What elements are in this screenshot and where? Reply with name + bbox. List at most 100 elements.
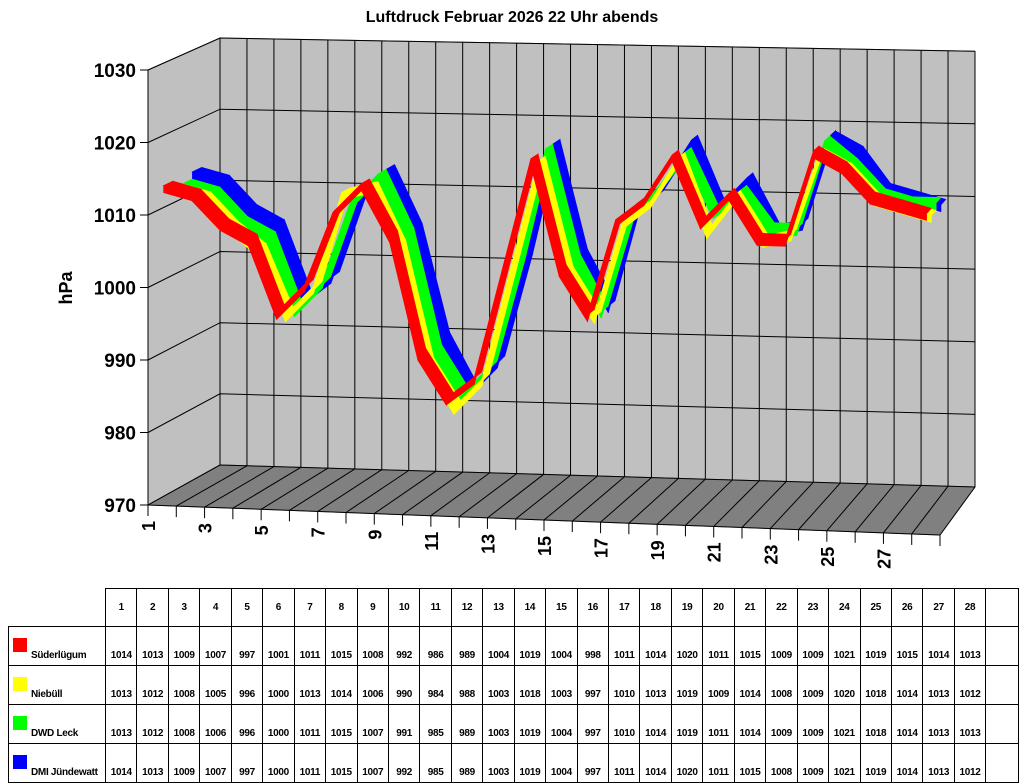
table-value-cell: 1000 xyxy=(262,704,295,744)
x-tick-label: 17 xyxy=(592,538,612,558)
table-value-cell: 1014 xyxy=(890,743,924,783)
table-value-cell: 1020 xyxy=(670,626,704,666)
table-value-cell: 1008 xyxy=(356,626,389,666)
y-tick-label: 1020 xyxy=(94,134,136,155)
table-value-cell: 1007 xyxy=(199,626,232,666)
table-value-cell: 1011 xyxy=(293,704,327,744)
table-value-cell: 996 xyxy=(230,665,264,705)
floor-gridline xyxy=(430,472,490,517)
table-value-cell: 1010 xyxy=(607,665,641,705)
table-value-cell: 1013 xyxy=(136,743,169,783)
floor-gridline xyxy=(939,486,976,536)
table-value-cell: 997 xyxy=(576,743,610,783)
table-value-cell: 988 xyxy=(450,665,484,705)
table-value-cell: 1015 xyxy=(890,626,924,666)
x-tick-label: 23 xyxy=(761,545,781,565)
table-value-cell: 1011 xyxy=(607,626,641,666)
floor-gridline xyxy=(798,482,841,530)
table-value-cell: 1021 xyxy=(828,743,861,783)
table-value-cell: 1012 xyxy=(136,704,169,744)
table-value-cell: 989 xyxy=(450,626,484,666)
legend-cell: Niebüll xyxy=(8,665,106,705)
floor-gridline xyxy=(487,474,544,519)
table-value-cell: 1009 xyxy=(796,626,830,666)
table-header-cell: 6 xyxy=(262,588,295,627)
table-value-cell: 1014 xyxy=(639,626,672,666)
data-table: 1 2 3 4 5 6 7 8 9 10 11 12 13 14 15 16 17 18 19 20 21 22 23 24 2… xyxy=(8,588,1020,783)
table-corner-cell xyxy=(8,588,106,627)
table-value-cell: 985 xyxy=(419,743,452,783)
table-value-cell: 1015 xyxy=(733,626,767,666)
table-value-cell: 1010 xyxy=(607,704,641,744)
table-header-cell: 19 xyxy=(670,588,704,627)
table-row: Niebüll 1013 1012 1008 1005 996 1000 1013 1014 10… xyxy=(8,665,1020,705)
table-value-cell: 1009 xyxy=(167,626,201,666)
legend-cell: DWD Leck xyxy=(8,704,106,744)
table-header-cell: 1 xyxy=(104,588,138,627)
table-value-cell: 1003 xyxy=(482,704,515,744)
table-value-cell: 1021 xyxy=(828,704,861,744)
table-value-cell: 986 xyxy=(419,626,452,666)
table-value-cell: 1013 xyxy=(104,704,138,744)
table-header-row: 1 2 3 4 5 6 7 8 9 10 11 12 13 14 15 16 17 18 19 20 21 22 23 24 2… xyxy=(8,588,1020,627)
x-tick-label: 5 xyxy=(252,525,272,535)
legend-label: Niebüll xyxy=(31,689,63,700)
floor-gridline xyxy=(911,485,949,535)
table-header-cell: 22 xyxy=(765,588,798,627)
table-value-cell: 1011 xyxy=(702,626,735,666)
table-header-cell: 13 xyxy=(482,588,515,627)
table-value-cell: 1007 xyxy=(356,743,389,783)
table-value-cell: 1019 xyxy=(513,743,547,783)
table-value-cell: 1013 xyxy=(953,704,987,744)
table-value-cell: 1011 xyxy=(607,743,641,783)
table-value-cell: 1011 xyxy=(293,626,327,666)
y-tick-label: 1030 xyxy=(94,61,136,82)
table-value-cell: 1006 xyxy=(199,704,232,744)
table-value-cell: 1015 xyxy=(733,743,767,783)
table-header-cell: 24 xyxy=(828,588,861,627)
table-value-cell: 1014 xyxy=(104,626,138,666)
floor-gridline xyxy=(713,480,760,527)
legend-swatch-icon xyxy=(13,677,27,691)
table-value-cell: 1018 xyxy=(859,704,892,744)
y-tick-label: 990 xyxy=(104,351,136,372)
floor-gridline xyxy=(147,464,221,506)
table-value-cell: 992 xyxy=(387,743,421,783)
floor-gridline xyxy=(232,466,302,509)
table-value-cell: 1019 xyxy=(859,626,892,666)
legend-cell: Süderlügum xyxy=(8,626,106,666)
table-value-cell: 990 xyxy=(387,665,421,705)
table-empty-cell xyxy=(985,743,1020,783)
table-header-cell: 27 xyxy=(922,588,955,627)
table-header-cell: 5 xyxy=(230,588,264,627)
table-value-cell: 1001 xyxy=(262,626,295,666)
floor-gridline xyxy=(317,469,383,512)
table-header-cell: 17 xyxy=(607,588,641,627)
table-header-cell: 4 xyxy=(199,588,232,627)
floor-gridline xyxy=(204,466,275,508)
table-value-cell: 1011 xyxy=(293,743,327,783)
floor-gridline xyxy=(854,484,895,533)
x-tick-label: 27 xyxy=(874,549,894,569)
table-header-cell: 7 xyxy=(293,588,327,627)
table-value-cell: 1009 xyxy=(796,743,830,783)
table-value-cell: 1000 xyxy=(262,743,295,783)
table-value-cell: 1011 xyxy=(702,704,735,744)
table-value-cell: 1008 xyxy=(167,704,201,744)
floor-gridline xyxy=(656,478,706,525)
table-value-cell: 1013 xyxy=(922,743,955,783)
table-row: DWD Leck 1013 1012 1008 1006 996 1000 1011 1015 1… xyxy=(8,704,1020,744)
table-value-cell: 1008 xyxy=(765,743,798,783)
table-value-cell: 1012 xyxy=(953,665,987,705)
y-tick-label: 1000 xyxy=(94,279,136,300)
table-empty-cell xyxy=(985,665,1020,705)
table-value-cell: 989 xyxy=(450,704,484,744)
floor-gridline xyxy=(628,477,679,524)
table-header-cell: 28 xyxy=(953,588,987,627)
table-empty-cell xyxy=(985,588,1020,627)
table-value-cell: 1009 xyxy=(765,626,798,666)
legend-cell: DMI Jündewatt xyxy=(8,743,106,783)
table-header-cell: 3 xyxy=(167,588,201,627)
legend-label: DMI Jündewatt xyxy=(31,767,98,778)
table-value-cell: 1004 xyxy=(545,626,578,666)
